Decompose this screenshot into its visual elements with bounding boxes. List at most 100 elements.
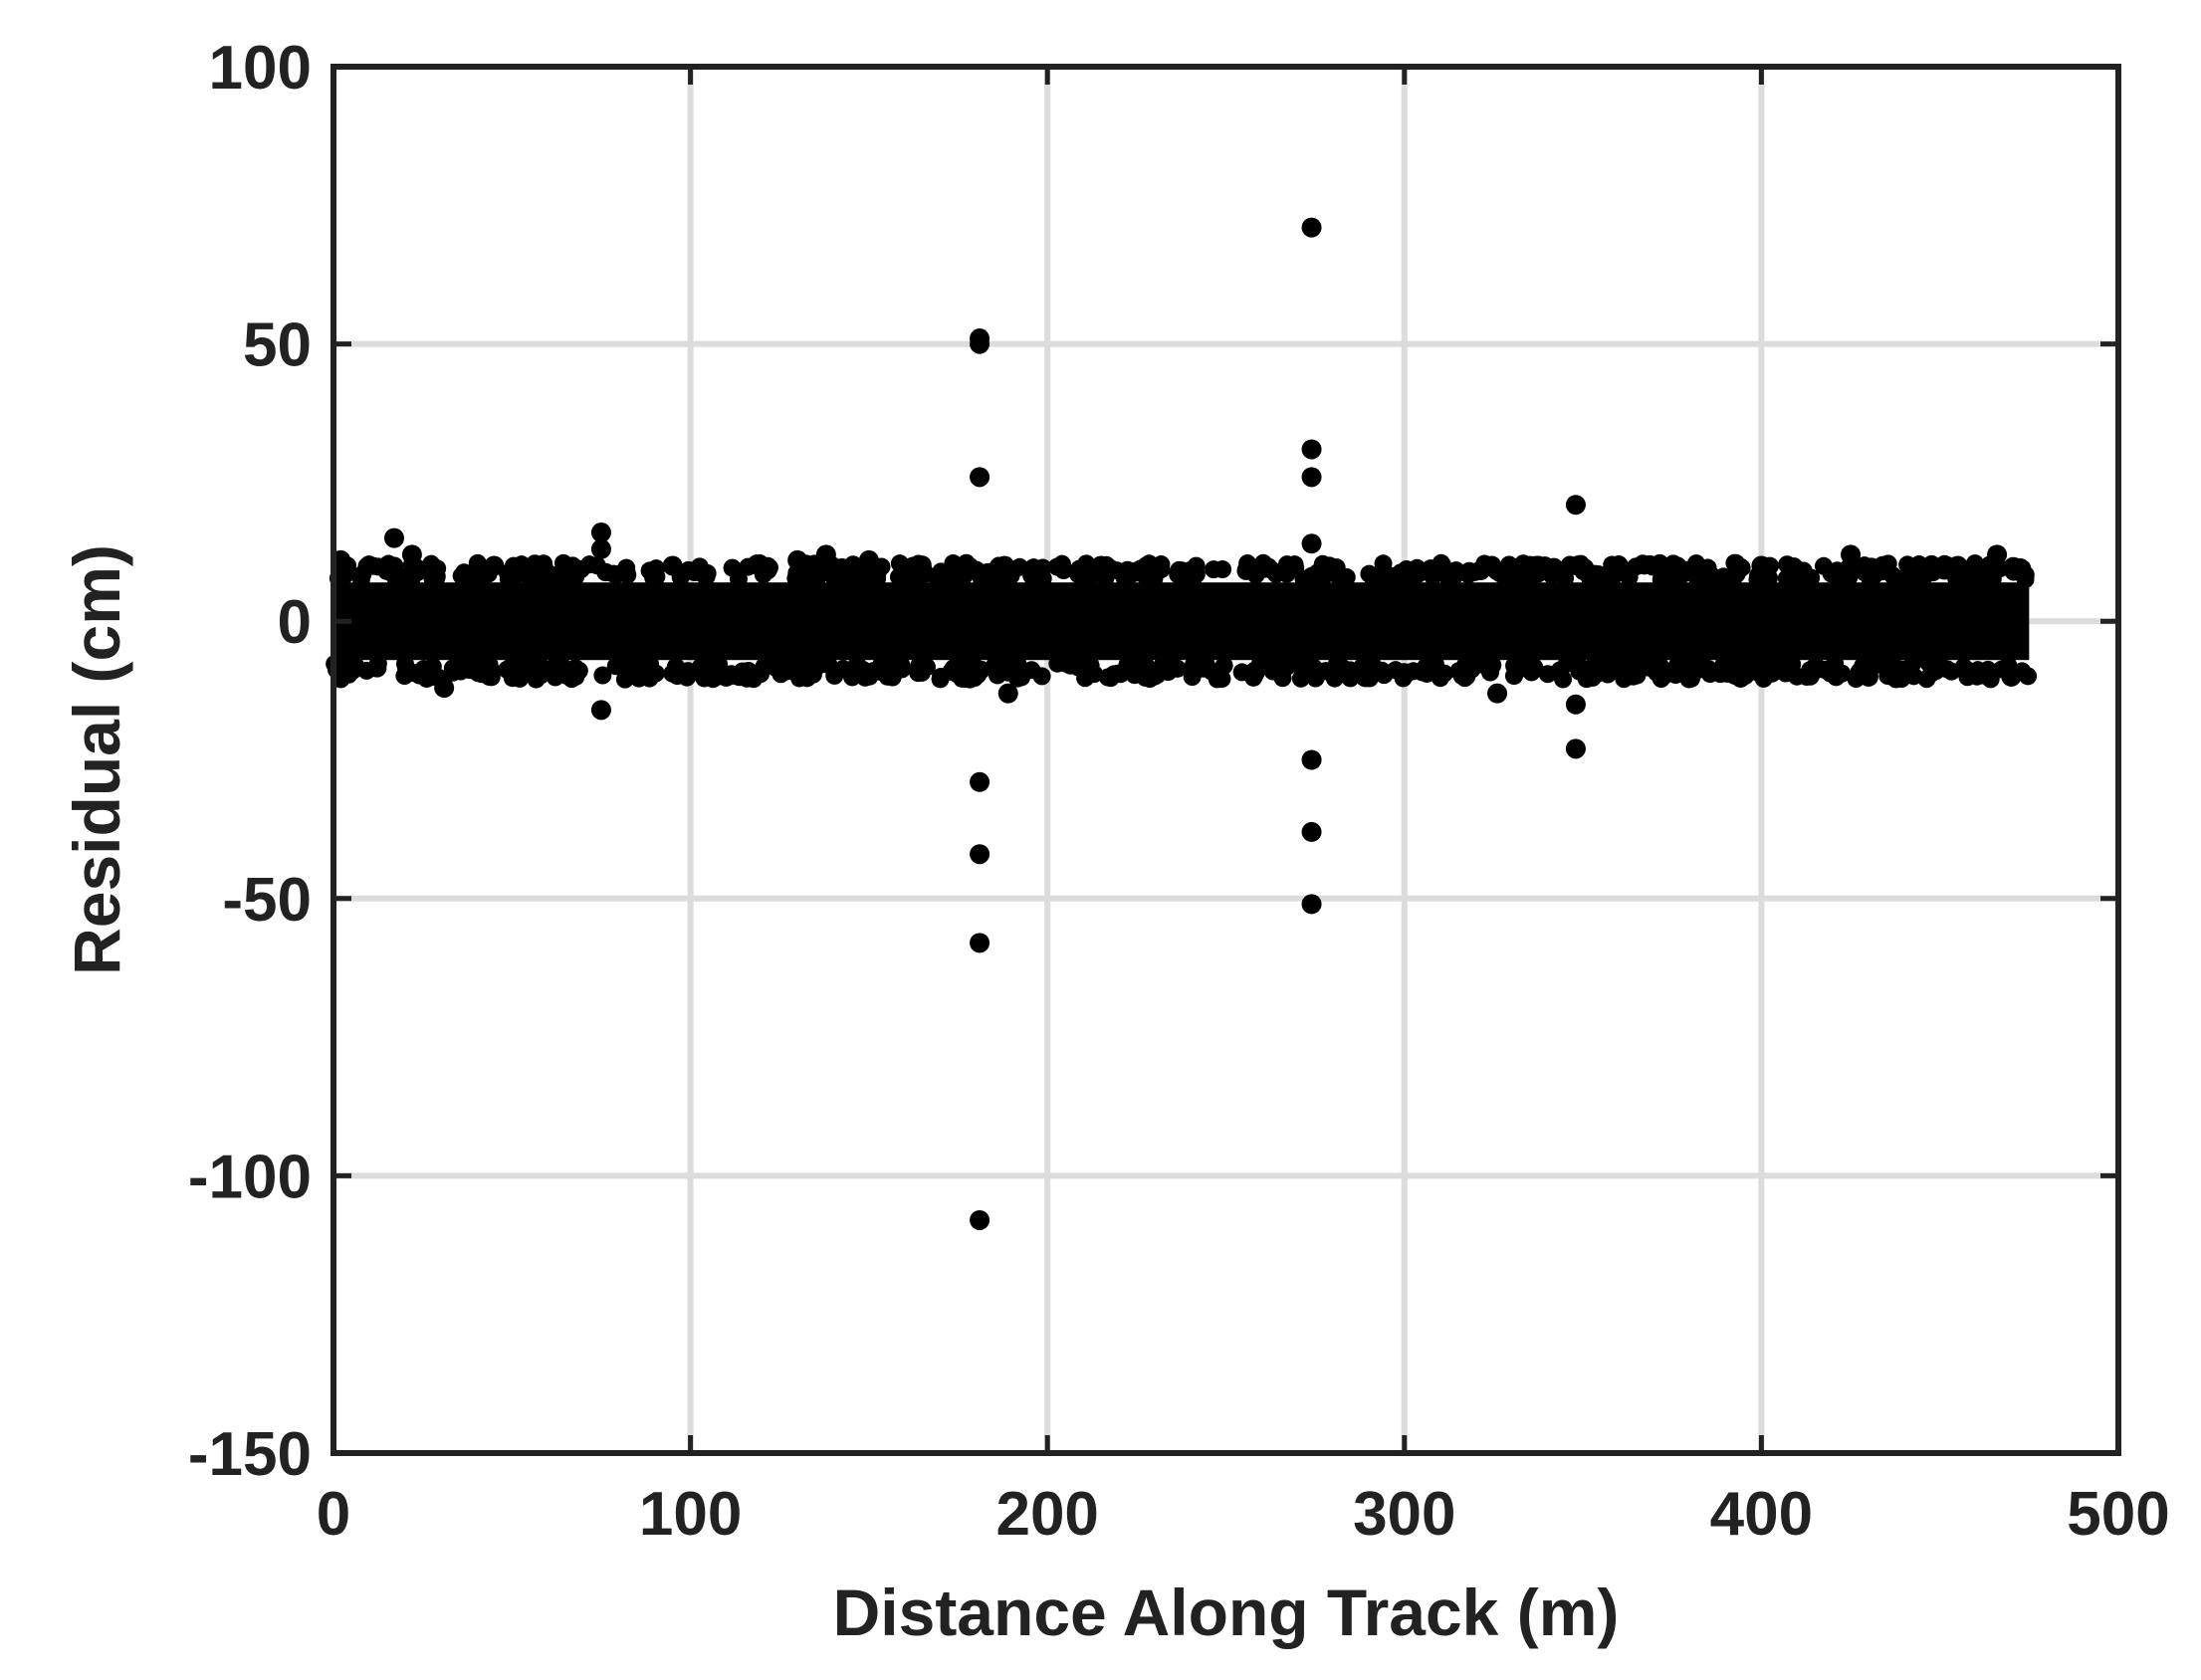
band-point xyxy=(1313,554,1332,573)
band-point xyxy=(1556,569,1575,588)
band-point xyxy=(1815,660,1834,679)
band-point xyxy=(1915,559,1934,578)
x-tick-label: 400 xyxy=(1710,1480,1813,1549)
band-point xyxy=(1135,565,1154,584)
band-point xyxy=(1651,570,1670,589)
data-point xyxy=(970,467,990,488)
band-point xyxy=(1137,657,1156,676)
band-point xyxy=(1153,655,1172,674)
band-point xyxy=(1538,665,1557,684)
data-point xyxy=(970,933,990,953)
dense-band-core xyxy=(333,582,2030,661)
band-point xyxy=(1795,568,1814,587)
data-point xyxy=(912,561,933,582)
data-point xyxy=(1301,467,1322,488)
band-point xyxy=(931,670,950,689)
band-point xyxy=(1726,553,1745,572)
band-point xyxy=(612,654,631,673)
data-point xyxy=(2001,666,2022,687)
band-point xyxy=(633,655,652,674)
band-point xyxy=(1056,654,1075,673)
data-point xyxy=(590,700,611,721)
band-point xyxy=(353,564,372,583)
data-point xyxy=(662,555,683,576)
data-point xyxy=(994,555,1015,576)
grid-layer xyxy=(330,64,2121,1456)
band-point xyxy=(357,661,376,680)
band-point xyxy=(698,563,717,582)
data-point xyxy=(1090,555,1111,576)
band-point xyxy=(1568,655,1587,674)
band-point xyxy=(338,659,357,678)
y-axis-label: Residual (cm) xyxy=(60,544,133,975)
data-point xyxy=(997,683,1018,704)
band-point xyxy=(1892,569,1911,588)
band-point xyxy=(1690,559,1709,578)
data-point xyxy=(1301,533,1322,554)
y-tick-label: 100 xyxy=(209,34,312,103)
data-point xyxy=(1565,694,1586,715)
band-point xyxy=(1394,669,1413,688)
band-point xyxy=(1311,569,1330,588)
band-point xyxy=(1839,569,1858,588)
data-point xyxy=(1301,821,1322,842)
band-point xyxy=(1651,553,1669,572)
band-point xyxy=(1152,560,1171,579)
band-point xyxy=(1725,567,1744,586)
dense-point-band xyxy=(326,553,2038,689)
data-point xyxy=(484,555,505,576)
band-point xyxy=(1569,555,1588,574)
band-point xyxy=(680,665,699,684)
data-point xyxy=(970,844,990,865)
data-point xyxy=(1858,666,1878,687)
y-tick-labels: -150 -100 -50 0 50 100 xyxy=(188,34,312,1489)
band-point xyxy=(1825,564,1844,583)
band-point xyxy=(1260,656,1279,675)
band-point xyxy=(500,659,519,678)
band-point xyxy=(379,554,398,573)
band-point xyxy=(607,565,626,584)
band-point xyxy=(957,553,976,572)
data-point xyxy=(970,771,990,792)
band-point xyxy=(1022,566,1041,585)
band-point xyxy=(1577,670,1596,689)
band-point xyxy=(455,563,474,582)
data-point xyxy=(590,538,611,559)
band-point xyxy=(1754,669,1773,688)
data-point xyxy=(858,549,879,570)
band-point xyxy=(1360,564,1379,583)
band-point xyxy=(443,663,462,682)
band-point xyxy=(1581,568,1600,587)
data-points-layer xyxy=(330,217,2022,1230)
band-point xyxy=(1778,555,1797,574)
band-point xyxy=(1514,554,1533,573)
band-point xyxy=(1883,654,1902,673)
data-point xyxy=(1180,561,1201,582)
band-point xyxy=(993,656,1012,675)
band-point xyxy=(593,666,612,685)
data-point xyxy=(383,527,404,548)
data-point xyxy=(970,333,990,354)
x-axis-label: Distance Along Track (m) xyxy=(833,1575,1620,1649)
band-point xyxy=(1121,662,1140,681)
data-point xyxy=(815,544,836,565)
band-point xyxy=(1238,554,1257,573)
data-point xyxy=(1487,683,1508,704)
data-point xyxy=(1565,738,1586,759)
band-point xyxy=(629,669,648,688)
band-point xyxy=(790,669,809,688)
band-point xyxy=(1285,555,1304,574)
band-point xyxy=(825,666,844,685)
data-point xyxy=(1841,544,1862,565)
band-point xyxy=(1299,658,1318,677)
band-point xyxy=(1428,662,1446,681)
data-point xyxy=(1301,894,1322,915)
band-point xyxy=(843,668,862,687)
band-point xyxy=(1254,553,1273,572)
band-point xyxy=(1599,665,1618,684)
tick-marks-layer xyxy=(330,64,2121,1456)
band-point xyxy=(878,656,897,675)
band-point xyxy=(1462,660,1481,679)
band-point xyxy=(854,569,873,588)
